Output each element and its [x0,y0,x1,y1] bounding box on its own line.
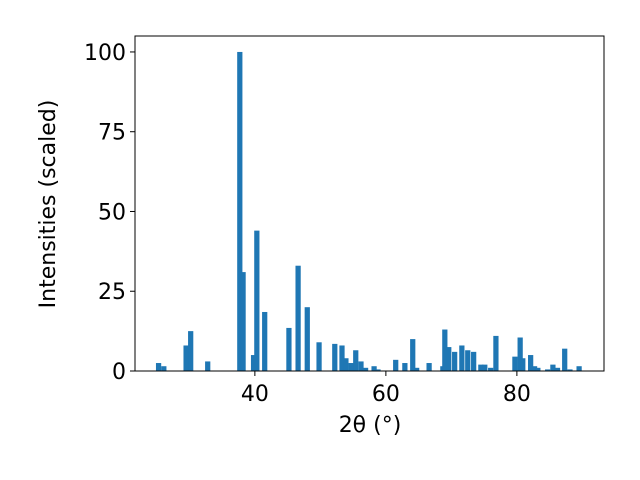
bar [402,363,408,371]
bar [465,350,471,371]
bar [567,369,573,371]
bar [520,358,526,371]
bar [459,345,465,371]
x-tick-label: 80 [503,382,531,407]
bar [205,361,211,371]
bar [250,355,257,371]
bar [410,339,416,371]
bar [446,347,452,371]
bar [262,311,268,371]
x-tick-label: 60 [372,382,400,407]
y-tick-label: 25 [98,280,126,305]
y-tick-label: 100 [84,41,126,66]
y-tick-label: 0 [112,360,126,385]
bar [358,361,364,371]
bar [531,366,538,371]
bar [452,351,458,371]
bar [304,307,310,371]
bar [562,348,568,371]
bar [286,327,292,371]
bar [426,363,432,371]
bar [295,265,301,371]
bar [155,363,162,371]
y-axis-label: Intensities (scaled) [36,100,61,309]
bar [332,343,338,371]
bar [512,356,518,371]
bar [254,230,260,371]
bar [535,367,541,371]
bar [362,367,369,371]
bar [554,367,561,371]
bar [576,366,582,371]
bar [471,351,477,371]
x-tick-label: 40 [241,382,269,407]
y-tick-label: 50 [98,200,126,225]
bar [545,369,551,371]
bar [183,345,189,371]
bar [482,364,488,371]
bar [478,364,484,371]
bar [343,358,349,371]
bar [339,345,345,371]
bar [240,272,246,371]
bar [517,337,523,371]
bar [188,331,194,371]
bar [353,350,359,371]
axes-frame [134,35,605,372]
bar [528,355,534,371]
bar [488,367,494,371]
x-axis-label: 2θ (°) [339,413,402,438]
bar [375,369,381,371]
bar [348,363,354,371]
bar [550,364,556,371]
bar [414,367,420,371]
bar [442,329,448,371]
bar [237,51,243,371]
y-tick-label: 75 [98,121,126,146]
bar [371,366,377,371]
bar [393,359,399,371]
bar [161,366,167,371]
bar [316,342,322,371]
bar [493,335,499,371]
